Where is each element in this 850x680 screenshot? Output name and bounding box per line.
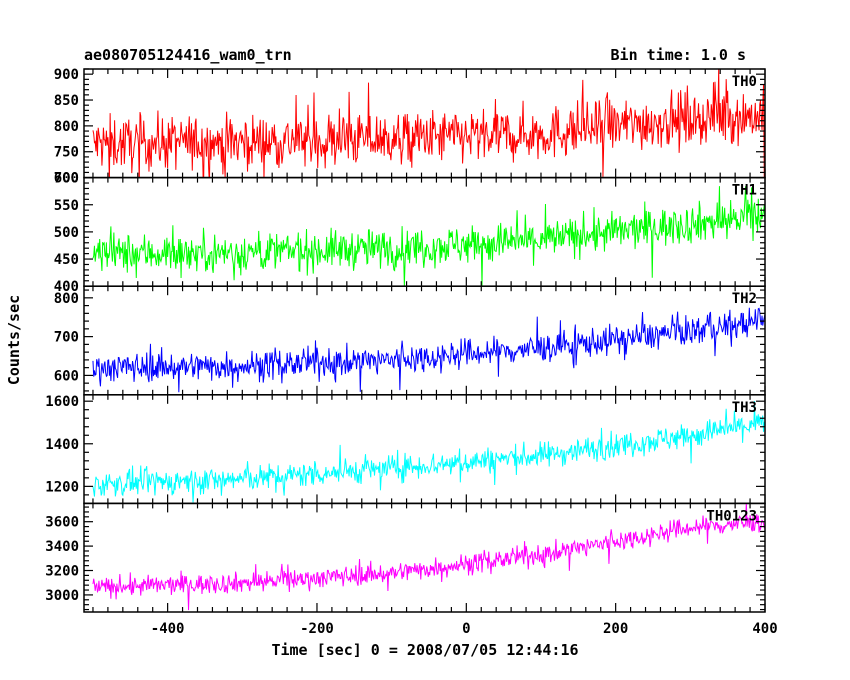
panel-th1: 400 450 500 550 600 TH1 (54, 171, 766, 295)
y-tick-label: 800 (54, 119, 79, 135)
y-tick-label: 550 (54, 198, 79, 214)
panel-th0123: 3000 3200 3400 3600 TH0123 (45, 502, 766, 613)
y-axis-label: Counts/sec (5, 295, 23, 385)
x-tick-label: 400 (752, 621, 777, 637)
bin-time-label: Bin time: 1.0 s (611, 46, 746, 64)
series-line-th3 (92, 401, 765, 503)
y-tick-label: 700 (54, 330, 79, 346)
panel-frame (83, 176, 766, 287)
panel-label-th1: TH1 (732, 183, 757, 199)
y-tick-label: 1400 (45, 437, 79, 453)
y-tick-label: 1200 (45, 479, 79, 495)
y-tick-label: 3000 (45, 588, 79, 604)
x-axis-label: Time [sec] 0 = 2008/07/05 12:44:16 (271, 641, 578, 659)
panel-th3: 1200 1400 1600 TH3 (45, 394, 766, 505)
chart-title: ae080705124416_wam0_trn (84, 46, 292, 64)
y-tick-label: 500 (54, 225, 79, 241)
panel-label-th3: TH3 (732, 400, 757, 416)
series-line-th2 (92, 307, 765, 393)
y-tick-label: 3600 (45, 515, 79, 531)
y-tick-label: 800 (54, 291, 79, 307)
y-tick-label: 600 (54, 171, 79, 187)
y-tick-label: 700 (54, 171, 79, 187)
y-tick-label: 450 (54, 252, 79, 268)
y-tick-label: 750 (54, 145, 79, 161)
x-tick-label: 0 (462, 621, 470, 637)
x-tick-label: -200 (300, 621, 334, 637)
y-tick-label: 600 (54, 368, 79, 384)
panel-frame (83, 285, 766, 396)
y-tick-label: 3400 (45, 539, 79, 555)
panel-frame (83, 502, 766, 613)
series-line-th0 (92, 69, 765, 178)
y-tick-label: 3200 (45, 564, 79, 580)
y-tick-label: 400 (54, 279, 79, 295)
panel-label-th2: TH2 (732, 291, 757, 307)
y-tick-label: 850 (54, 93, 79, 109)
series-line-th0123 (92, 503, 765, 611)
panel-label-th0: TH0 (732, 74, 757, 90)
y-tick-label: 1600 (45, 394, 79, 410)
panel-frame (83, 394, 766, 505)
x-tick-label: -400 (151, 621, 185, 637)
panel-frame (83, 68, 766, 179)
x-tick-label: 200 (603, 621, 628, 637)
y-tick-label: 900 (54, 67, 79, 83)
panel-label-th0123: TH0123 (706, 508, 757, 524)
series-line-th1 (92, 186, 765, 287)
panel-th2: 600 700 800 TH2 (54, 285, 766, 396)
panel-th0: 700 750 800 850 900 TH0 (54, 67, 766, 187)
